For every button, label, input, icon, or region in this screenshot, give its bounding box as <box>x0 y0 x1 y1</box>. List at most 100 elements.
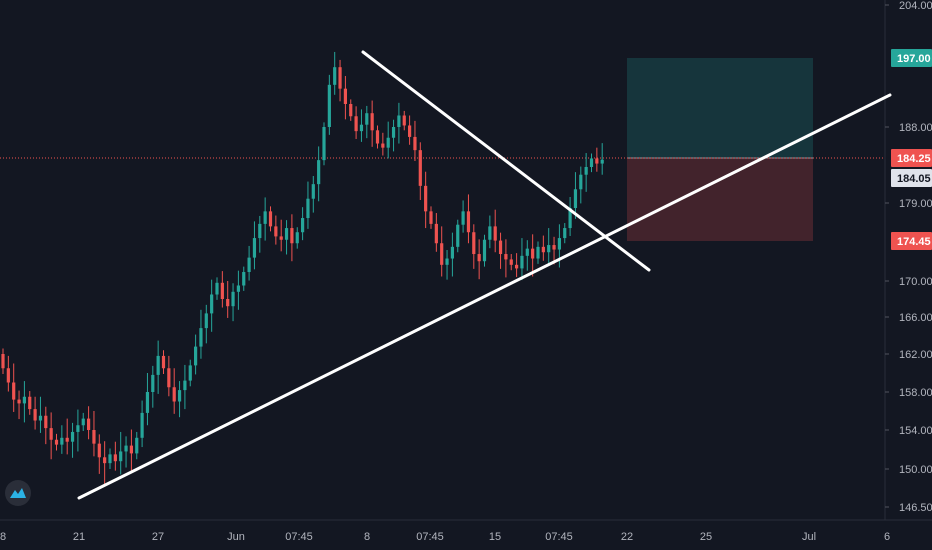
candle[interactable] <box>103 457 107 464</box>
candle[interactable] <box>461 211 465 225</box>
candle[interactable] <box>552 245 556 250</box>
candle[interactable] <box>1 354 5 369</box>
candle[interactable] <box>589 158 594 167</box>
candle[interactable] <box>370 113 374 131</box>
candle[interactable] <box>177 390 182 402</box>
candle[interactable] <box>161 355 166 369</box>
price-tag[interactable] <box>891 232 932 250</box>
candle[interactable] <box>92 430 96 444</box>
candle[interactable] <box>584 167 588 175</box>
candle[interactable] <box>12 382 16 400</box>
candle[interactable] <box>343 88 347 104</box>
candle[interactable] <box>429 211 433 224</box>
candle[interactable] <box>210 294 214 314</box>
candle[interactable] <box>482 239 487 262</box>
candle[interactable] <box>274 226 278 237</box>
candle[interactable] <box>531 248 535 259</box>
candle[interactable] <box>226 299 230 307</box>
candle[interactable] <box>498 240 503 255</box>
candle[interactable] <box>434 223 438 244</box>
candle[interactable] <box>333 67 337 85</box>
candle[interactable] <box>242 272 246 286</box>
candle[interactable] <box>359 124 364 132</box>
candle[interactable] <box>97 443 101 458</box>
candle[interactable] <box>579 174 583 190</box>
candle[interactable] <box>22 396 26 404</box>
candle[interactable] <box>6 368 10 383</box>
candle[interactable] <box>231 291 235 307</box>
candle[interactable] <box>124 445 128 452</box>
candle[interactable] <box>49 428 53 440</box>
candle[interactable] <box>204 313 208 329</box>
descending-trendline[interactable] <box>361 50 651 272</box>
candle[interactable] <box>81 418 85 426</box>
candle[interactable] <box>557 238 561 250</box>
candle[interactable] <box>156 355 160 375</box>
candle[interactable] <box>402 115 406 126</box>
candle[interactable] <box>568 208 572 229</box>
candle[interactable] <box>488 226 492 240</box>
candle[interactable] <box>263 211 267 224</box>
candle[interactable] <box>573 189 578 209</box>
candle[interactable] <box>440 243 444 265</box>
candle[interactable] <box>17 399 21 404</box>
candle[interactable] <box>70 431 75 442</box>
candle[interactable] <box>129 445 133 454</box>
candle[interactable] <box>188 365 192 381</box>
candle[interactable] <box>477 254 481 262</box>
candle[interactable] <box>311 184 315 199</box>
candle[interactable] <box>445 258 449 265</box>
tradingview-logo-icon[interactable] <box>5 480 31 506</box>
candle[interactable] <box>220 282 224 299</box>
candle[interactable] <box>525 248 529 256</box>
candle[interactable] <box>119 451 123 462</box>
candle[interactable] <box>60 437 64 445</box>
candle[interactable] <box>450 246 454 259</box>
candle[interactable] <box>54 439 59 445</box>
candle[interactable] <box>493 226 497 241</box>
candle[interactable] <box>28 396 32 410</box>
candle[interactable] <box>349 104 353 117</box>
candle[interactable] <box>290 228 294 244</box>
candle[interactable] <box>236 285 240 292</box>
candle[interactable] <box>199 328 203 347</box>
candle[interactable] <box>317 160 321 185</box>
candle[interactable] <box>279 236 283 240</box>
candle[interactable] <box>563 228 567 239</box>
candle[interactable] <box>140 412 144 438</box>
candle[interactable] <box>509 259 513 265</box>
candle[interactable] <box>375 130 380 144</box>
candle[interactable] <box>456 224 460 247</box>
candle[interactable] <box>33 409 37 421</box>
stop-zone[interactable] <box>627 158 813 241</box>
price-tag[interactable] <box>891 49 932 67</box>
candle[interactable] <box>76 425 80 432</box>
price-tag[interactable] <box>891 149 932 167</box>
target-zone[interactable] <box>627 58 813 158</box>
candle[interactable] <box>167 368 171 388</box>
candle[interactable] <box>327 84 331 127</box>
candle[interactable] <box>135 437 139 454</box>
price-tag[interactable] <box>891 169 932 187</box>
candle[interactable] <box>424 185 428 212</box>
candle[interactable] <box>600 159 604 164</box>
candle[interactable] <box>247 257 251 273</box>
candle[interactable] <box>338 67 342 89</box>
candle[interactable] <box>215 282 219 295</box>
candle[interactable] <box>466 211 471 233</box>
candle[interactable] <box>541 246 545 253</box>
candle[interactable] <box>301 218 305 233</box>
candle[interactable] <box>413 136 417 151</box>
candle[interactable] <box>354 116 358 132</box>
candle[interactable] <box>113 454 117 462</box>
candle[interactable] <box>472 232 476 255</box>
candle[interactable] <box>295 232 299 244</box>
candle[interactable] <box>520 255 524 269</box>
candle[interactable] <box>258 223 262 239</box>
candle[interactable] <box>547 245 551 253</box>
candle[interactable] <box>145 392 150 413</box>
candle[interactable] <box>536 246 540 259</box>
candle[interactable] <box>397 115 401 128</box>
